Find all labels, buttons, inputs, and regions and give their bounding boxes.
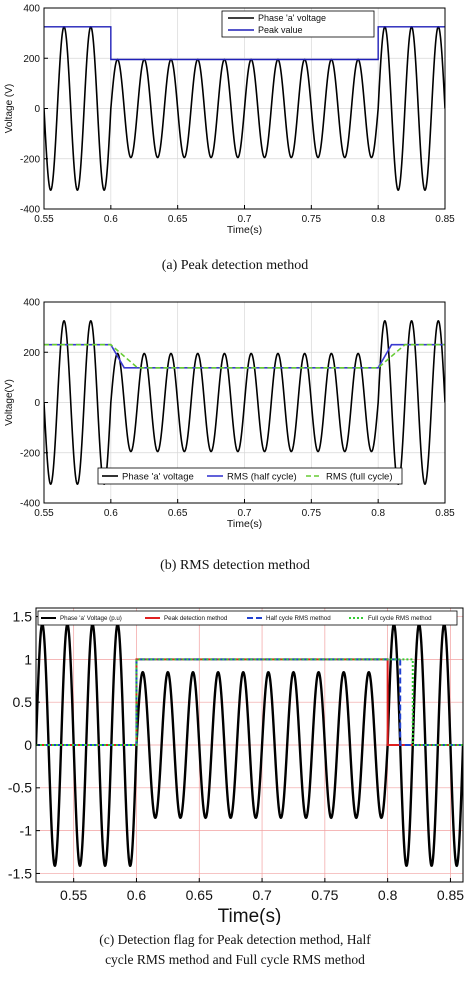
x-tick-label: 0.65 — [168, 508, 188, 519]
x-axis-label: Time(s) — [227, 518, 262, 530]
x-tick-label: 0.85 — [435, 214, 455, 225]
x-tick-label: 0.8 — [378, 887, 398, 903]
legend-label: RMS (half cycle) — [227, 471, 297, 482]
x-tick-label: 0.55 — [60, 887, 87, 903]
chart-detection-flag: 0.55 0.6 0.65 0.7 0.75 0.8 0.85 -1.5 -1 -0.5 0 0.5 1… — [8, 607, 464, 925]
x-axis-label: Time(s) — [218, 906, 282, 925]
series-line-3 — [36, 658, 463, 746]
y-tick-label: 1.5 — [13, 608, 33, 624]
chart-peak-detection: 0.55 0.6 0.65 0.7 0.75 0.8 0.85 -400 -200 0 200 400… — [4, 4, 455, 237]
y-tick-label: 0 — [34, 104, 40, 115]
x-tick-label: 0.75 — [302, 214, 322, 225]
legend-label: Peak detection method — [164, 615, 228, 622]
chart-rms-detection: 0.55 0.6 0.65 0.7 0.75 0.8 0.85 -400 -200 0 200 400… — [4, 298, 455, 531]
caption-b: (b) RMS detection method — [160, 558, 310, 573]
series-line-0 — [44, 25, 445, 192]
y-tick-label: 200 — [23, 348, 40, 359]
y-tick-label: -200 — [20, 154, 40, 165]
legend: Phase 'a' Voltage (p.u) Peak detection me… — [37, 610, 458, 626]
y-tick-label: -1 — [20, 823, 33, 839]
legend-box — [97, 467, 403, 485]
caption-a: (a) Peak detection method — [161, 258, 309, 273]
legend-label: RMS (full cycle) — [326, 471, 393, 482]
caption-c-line1: (c) Detection flag for Peak detection me… — [99, 932, 371, 947]
series-line-0 — [36, 622, 463, 868]
legend-label: Half cycle RMS method — [266, 615, 331, 622]
legend-label: Phase 'a' voltage — [258, 13, 326, 23]
x-tick-label: 0.7 — [252, 887, 272, 903]
x-tick-label: 0.7 — [238, 508, 252, 519]
legend: Phase 'a' voltage RMS (half cycle) RMS (fu… — [97, 467, 403, 485]
series-line-2 — [44, 343, 445, 369]
y-tick-label: -400 — [20, 499, 40, 510]
series-line-0 — [44, 319, 445, 486]
x-tick-label: 0.6 — [104, 508, 118, 519]
y-axis-label: Voltage(V) — [4, 379, 15, 426]
legend-label: Phase 'a' voltage — [122, 471, 194, 482]
x-tick-label: 0.6 — [104, 214, 118, 225]
y-tick-label: 1 — [24, 651, 32, 667]
y-tick-label: -0.5 — [8, 780, 32, 796]
y-tick-label: 0.5 — [13, 694, 33, 710]
x-tick-label: 0.7 — [238, 214, 252, 225]
x-tick-label: 0.55 — [34, 214, 54, 225]
x-tick-label: 0.65 — [168, 214, 188, 225]
y-tick-label: -400 — [20, 205, 40, 216]
legend-label: Phase 'a' Voltage (p.u) — [60, 615, 122, 622]
y-tick-label: 0 — [34, 398, 40, 409]
legend-label: Full cycle RMS method — [368, 615, 432, 622]
y-tick-label: 400 — [23, 298, 40, 309]
series-line-1 — [44, 343, 445, 369]
series-line-1 — [44, 26, 445, 61]
x-tick-label: 0.55 — [34, 508, 54, 519]
caption-c-line2: cycle RMS method and Full cycle RMS meth… — [105, 952, 365, 967]
x-tick-label: 0.85 — [437, 887, 464, 903]
x-tick-label: 0.65 — [186, 887, 213, 903]
x-axis-label: Time(s) — [227, 224, 262, 236]
legend-box — [221, 10, 375, 38]
x-tick-label: 0.6 — [127, 887, 147, 903]
x-tick-label: 0.8 — [371, 508, 385, 519]
x-tick-label: 0.8 — [371, 214, 385, 225]
x-tick-label: 0.85 — [435, 508, 455, 519]
y-tick-label: 400 — [23, 4, 40, 15]
x-tick-label: 0.75 — [302, 508, 322, 519]
y-tick-label: -200 — [20, 448, 40, 459]
y-tick-label: -1.5 — [8, 865, 32, 881]
y-tick-label: 200 — [23, 54, 40, 65]
x-tick-label: 0.75 — [311, 887, 338, 903]
legend-label: Peak value — [258, 25, 303, 35]
caption-c: (c) Detection flag for Peak detection me… — [0, 930, 470, 970]
y-tick-label: 0 — [24, 737, 32, 753]
legend: Phase 'a' voltage Peak value — [221, 10, 375, 38]
y-axis-label: Voltage (V) — [4, 84, 15, 133]
